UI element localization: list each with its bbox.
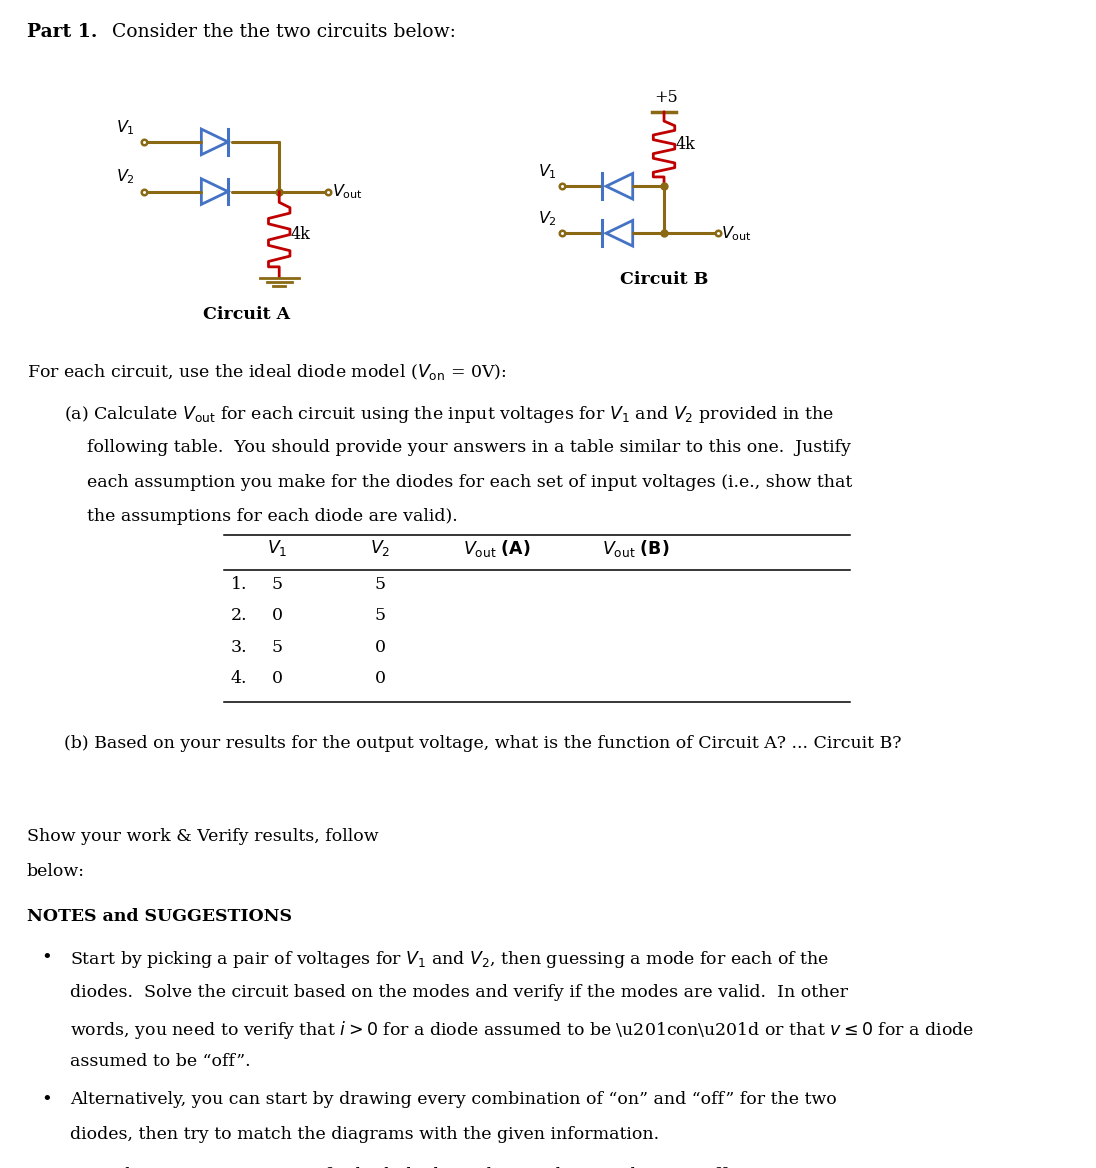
Text: following table.  You should provide your answers in a table similar to this one: following table. You should provide your…: [87, 439, 850, 456]
Polygon shape: [202, 130, 228, 154]
Text: 5: 5: [272, 576, 283, 592]
Polygon shape: [202, 179, 228, 204]
Text: •: •: [42, 950, 52, 967]
Text: $V_2$: $V_2$: [538, 209, 557, 228]
Text: (b) Based on your results for the output voltage, what is the function of Circui: (b) Based on your results for the output…: [65, 735, 902, 752]
Text: 0: 0: [375, 639, 386, 655]
Text: assumed to be “off”.: assumed to be “off”.: [70, 1054, 250, 1070]
Text: NOTES and SUGGESTIONS: NOTES and SUGGESTIONS: [26, 908, 292, 925]
Text: $V_{\mathrm{out}}$: $V_{\mathrm{out}}$: [721, 224, 752, 243]
Text: For each circuit, use the ideal diode model ($V_{\mathrm{on}}$ = 0V):: For each circuit, use the ideal diode mo…: [26, 362, 506, 382]
Text: $V_{\mathrm{out}}$: $V_{\mathrm{out}}$: [332, 182, 363, 201]
Text: words, you need to verify that $i > 0$ for a diode assumed to be \u201con\u201d : words, you need to verify that $i > 0$ f…: [70, 1018, 974, 1041]
Text: the assumptions for each diode are valid).: the assumptions for each diode are valid…: [87, 508, 457, 526]
Text: •: •: [42, 1091, 52, 1110]
Text: Consider the the two circuits below:: Consider the the two circuits below:: [105, 23, 456, 41]
Polygon shape: [606, 221, 632, 246]
Text: 0: 0: [375, 670, 386, 687]
Text: 5: 5: [272, 639, 283, 655]
Text: 4.: 4.: [231, 670, 248, 687]
Text: 4k: 4k: [675, 135, 696, 153]
Text: $V_1$: $V_1$: [116, 118, 135, 137]
Text: 1.: 1.: [231, 576, 248, 592]
Text: Alternatively, you can start by drawing every combination of “on” and “off” for : Alternatively, you can start by drawing …: [70, 1091, 836, 1108]
Text: Part 1.: Part 1.: [26, 23, 98, 41]
Text: Circuit A: Circuit A: [203, 306, 289, 324]
Text: Show your work & Verify results, follow: Show your work & Verify results, follow: [26, 828, 378, 846]
Text: diodes.  Solve the circuit based on the modes and verify if the modes are valid.: diodes. Solve the circuit based on the m…: [70, 983, 848, 1001]
Text: $\boldsymbol{V_1}$: $\boldsymbol{V_1}$: [267, 538, 287, 558]
Text: 4k: 4k: [290, 227, 311, 243]
Text: +5: +5: [654, 89, 677, 105]
Text: 5: 5: [375, 607, 386, 624]
Text: $\boldsymbol{V_{\mathrm{out}}}$ $\mathbf{(B)}$: $\boldsymbol{V_{\mathrm{out}}}$ $\mathbf…: [602, 538, 669, 559]
Polygon shape: [606, 173, 632, 199]
Text: $V_2$: $V_2$: [116, 167, 135, 186]
Text: 3.: 3.: [231, 639, 248, 655]
Text: $\boldsymbol{V_{\mathrm{out}}}$ $\mathbf{(A)}$: $\boldsymbol{V_{\mathrm{out}}}$ $\mathbf…: [463, 538, 530, 559]
Text: 5: 5: [375, 576, 386, 592]
Text: each assumption you make for the diodes for each set of input voltages (i.e., sh: each assumption you make for the diodes …: [87, 473, 852, 491]
Text: $\boldsymbol{V_2}$: $\boldsymbol{V_2}$: [370, 538, 390, 558]
Text: below:: below:: [26, 863, 84, 880]
Text: 0: 0: [272, 607, 283, 624]
Text: $V_1$: $V_1$: [538, 162, 557, 181]
Text: (a) Calculate $V_{\mathrm{out}}$ for each circuit using the input voltages for $: (a) Calculate $V_{\mathrm{out}}$ for eac…: [65, 404, 834, 425]
Text: Start by picking a pair of voltages for $V_1$ and $V_2$, then guessing a mode fo: Start by picking a pair of voltages for …: [70, 950, 829, 971]
Text: Circuit B: Circuit B: [620, 271, 708, 287]
Text: 0: 0: [272, 670, 283, 687]
Text: diodes, then try to match the diagrams with the given information.: diodes, then try to match the diagrams w…: [70, 1126, 659, 1142]
Text: 2.: 2.: [231, 607, 248, 624]
